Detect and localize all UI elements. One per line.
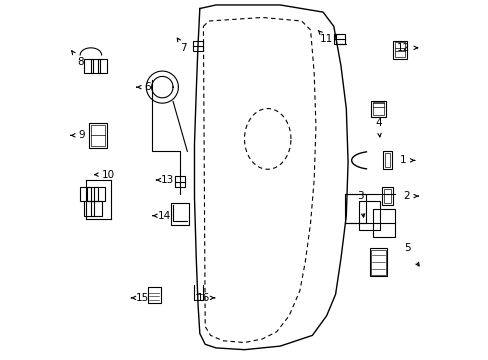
Bar <box>91 202 102 216</box>
Text: 11: 11 <box>319 34 333 44</box>
Text: 13: 13 <box>161 175 174 185</box>
Bar <box>333 34 344 44</box>
Text: 16: 16 <box>196 293 210 303</box>
Bar <box>89 123 107 148</box>
Text: 10: 10 <box>102 170 115 180</box>
Bar <box>148 287 160 303</box>
Text: 4: 4 <box>374 118 381 128</box>
Bar <box>344 194 365 223</box>
Bar <box>394 42 404 57</box>
Text: 2: 2 <box>403 191 409 201</box>
Text: 5: 5 <box>403 243 409 253</box>
Bar <box>369 248 386 276</box>
Bar <box>392 41 406 59</box>
Bar <box>381 187 392 205</box>
Bar <box>83 59 93 73</box>
Bar <box>358 202 380 230</box>
Bar <box>382 152 391 169</box>
Text: 6: 6 <box>144 82 151 92</box>
Bar <box>83 202 94 216</box>
Bar <box>94 187 105 202</box>
Bar <box>372 102 383 115</box>
Text: 9: 9 <box>79 130 85 140</box>
Bar <box>171 203 189 225</box>
Text: 14: 14 <box>157 211 170 221</box>
Bar <box>98 59 107 73</box>
Text: 15: 15 <box>136 293 149 303</box>
Text: 3: 3 <box>357 191 363 201</box>
Bar <box>91 59 100 73</box>
Text: 7: 7 <box>180 43 187 53</box>
Bar <box>370 100 385 117</box>
Bar <box>175 176 185 187</box>
Bar <box>80 187 91 202</box>
Bar <box>383 189 390 203</box>
Bar <box>192 41 203 51</box>
Bar <box>370 249 385 275</box>
Bar <box>384 153 389 167</box>
Text: 1: 1 <box>399 156 406 165</box>
Text: 8: 8 <box>77 57 83 67</box>
Text: 12: 12 <box>396 43 409 53</box>
Bar <box>87 187 98 202</box>
Bar <box>91 125 105 146</box>
Bar <box>372 208 394 237</box>
